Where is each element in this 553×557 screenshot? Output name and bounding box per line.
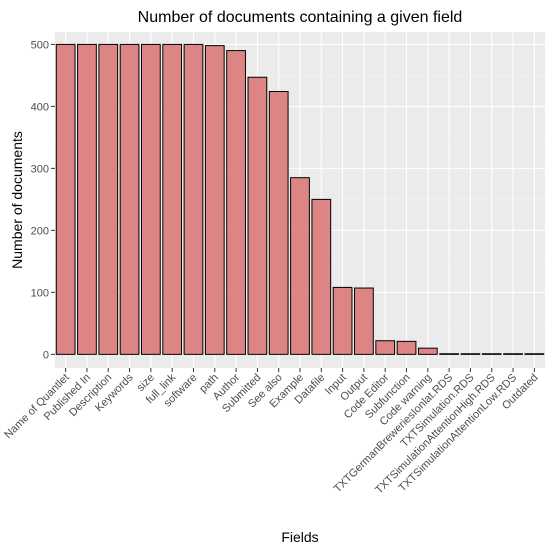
bar-subfunction (396, 340, 417, 355)
y-axis-ticks: 0 100 200 300 400 500 (31, 39, 55, 361)
bar-txtgermanbreweriesionlat-rds (439, 353, 460, 355)
y-tick-label: 500 (31, 39, 49, 51)
x-axis-title: Fields (281, 529, 318, 545)
y-tick-label: 300 (31, 163, 49, 175)
y-tick-label: 200 (31, 225, 49, 237)
y-tick-label: 0 (43, 349, 49, 361)
bars (55, 43, 545, 355)
bar-txtsimulation-rds (460, 353, 481, 355)
bar-size (140, 43, 161, 355)
y-axis-title: Number of documents (9, 131, 25, 269)
bar-datafile (311, 198, 332, 355)
bar-submitted (247, 76, 268, 355)
bar-code-editor (375, 340, 396, 355)
chart-title: Number of documents containing a given f… (138, 9, 463, 26)
y-tick-label: 100 (31, 287, 49, 299)
bar-txtsimulationattentionlow-rds (503, 353, 523, 355)
bar-see-also (268, 91, 289, 355)
bar-code-warning (417, 347, 438, 355)
bar-txtsimulationattentionhigh-rds (481, 353, 502, 355)
bar-name-of-quantlet (55, 43, 76, 355)
bar-software (183, 43, 204, 355)
bar-output (354, 287, 374, 355)
bar-keywords (119, 43, 140, 355)
bar-published-in (77, 43, 97, 355)
bar-description (98, 43, 119, 355)
bar-path (204, 45, 225, 355)
bar-author (226, 50, 246, 355)
y-tick-label: 400 (31, 101, 49, 113)
bar-full-link (162, 43, 183, 355)
bar-input (332, 286, 353, 355)
bar-example (290, 177, 310, 355)
bar-outdated (524, 353, 545, 355)
